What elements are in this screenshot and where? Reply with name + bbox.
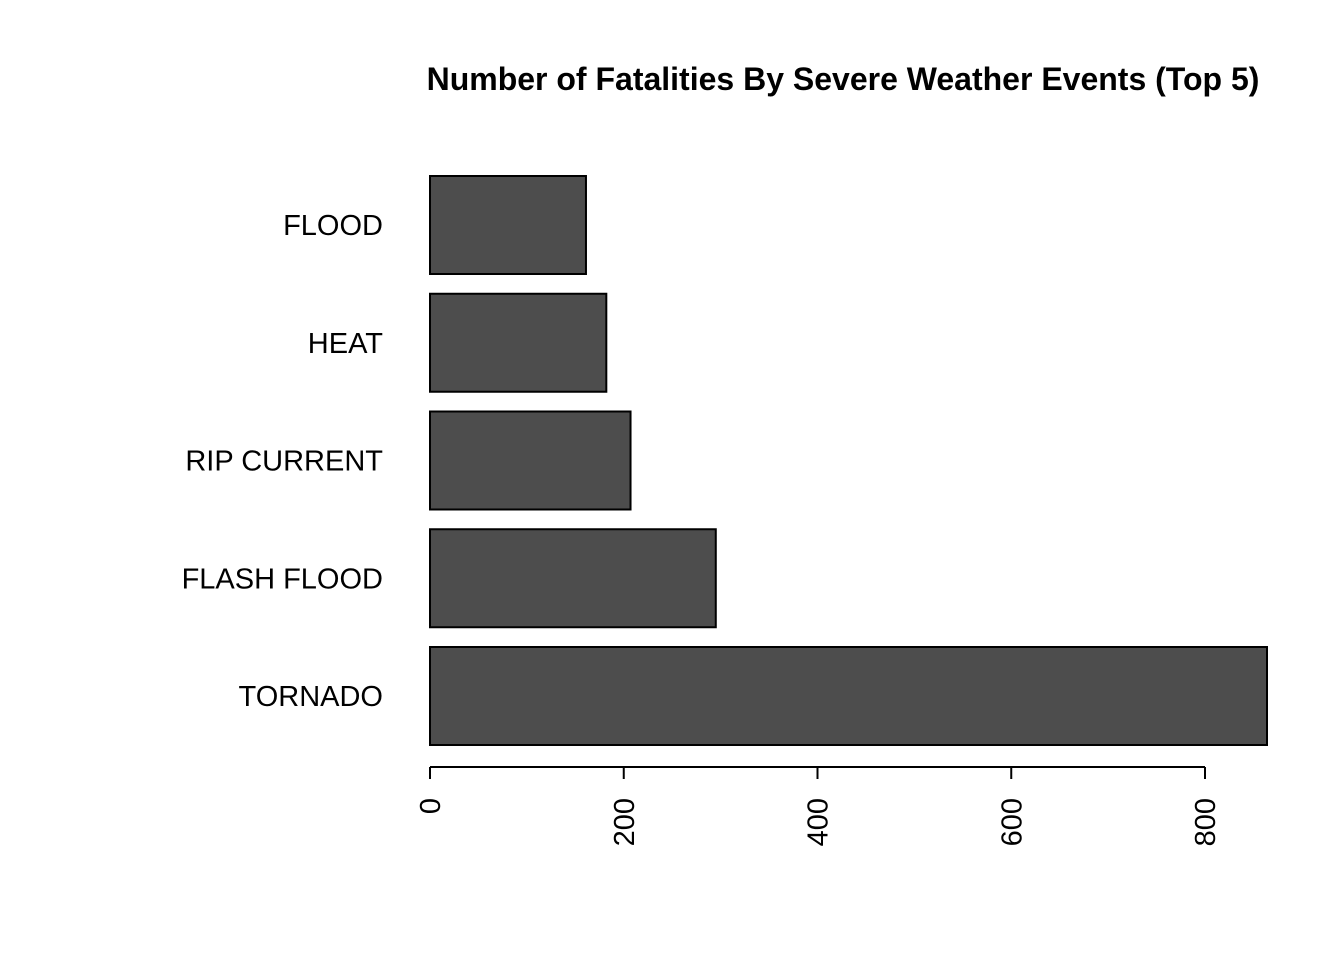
- x-tick-label-0: 0: [415, 798, 447, 814]
- category-label-tornado: TORNADO: [239, 681, 383, 713]
- bar-flood: [429, 175, 587, 275]
- bar-flash-flood: [429, 528, 717, 629]
- category-label-heat: HEAT: [308, 328, 383, 360]
- x-tick-label-600: 600: [996, 798, 1028, 846]
- x-tick-label-200: 200: [609, 798, 641, 846]
- x-tick-label-400: 400: [803, 798, 835, 846]
- chart-title: Number of Fatalities By Severe Weather E…: [427, 61, 1260, 97]
- category-label-flood: FLOOD: [283, 210, 383, 242]
- x-axis: 0 200 400 600 800: [415, 766, 1222, 846]
- bar-rip-current: [429, 410, 632, 511]
- category-label-flash-flood: FLASH FLOOD: [182, 563, 383, 595]
- bars-group: [429, 175, 1268, 746]
- category-labels-group: TORNADO FLASH FLOOD RIP CURRENT HEAT FLOOD: [182, 210, 384, 713]
- category-label-rip-current: RIP CURRENT: [185, 446, 383, 478]
- bar-tornado: [429, 646, 1268, 746]
- bar-heat: [429, 292, 608, 393]
- x-tick-label-800: 800: [1190, 798, 1222, 846]
